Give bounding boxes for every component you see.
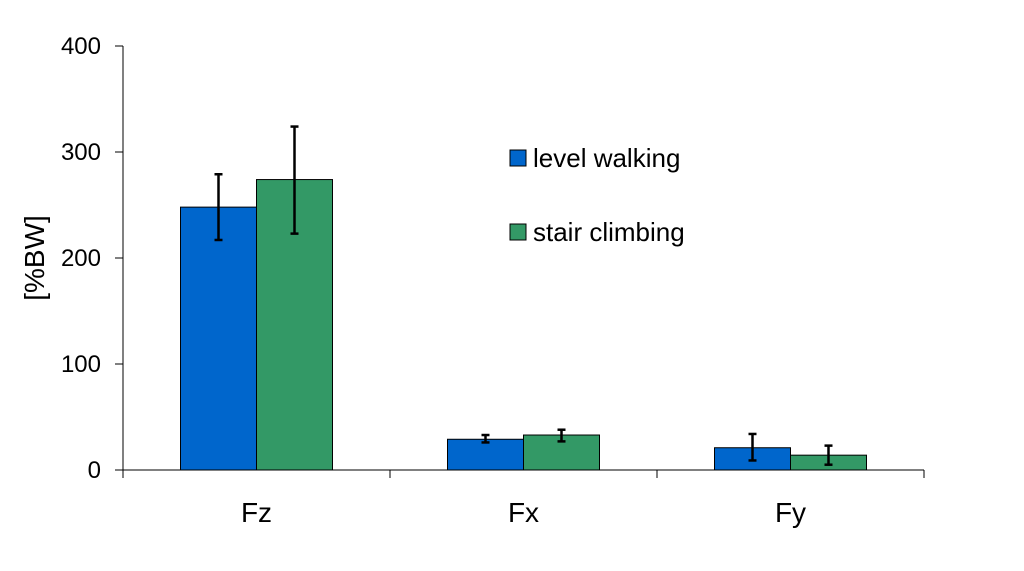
y-axis-title: [%BW] — [19, 215, 50, 301]
y-tick-label: 400 — [61, 33, 101, 60]
legend: level walking stair climbing — [509, 143, 685, 247]
bar-fx-level-walking — [447, 438, 524, 471]
error-bars — [214, 125, 833, 466]
y-axis: 0 100 200 300 400 — [61, 33, 124, 484]
x-axis — [122, 469, 925, 478]
category-labels: Fz Fx Fy — [241, 497, 806, 528]
legend-label: stair climbing — [533, 217, 685, 247]
legend-swatch-stair-climbing — [509, 223, 527, 241]
y-tick-label: 0 — [88, 457, 101, 484]
x-category-label: Fx — [508, 497, 539, 528]
x-category-label: Fz — [241, 497, 272, 528]
y-tick-label: 200 — [61, 245, 101, 272]
y-tick-label: 100 — [61, 351, 101, 378]
y-tick-label: 300 — [61, 139, 101, 166]
legend-label: level walking — [533, 143, 680, 173]
bar-fz-level-walking — [180, 206, 257, 471]
bars — [180, 179, 867, 471]
legend-swatch-level-walking — [509, 149, 527, 167]
x-category-label: Fy — [775, 497, 806, 528]
